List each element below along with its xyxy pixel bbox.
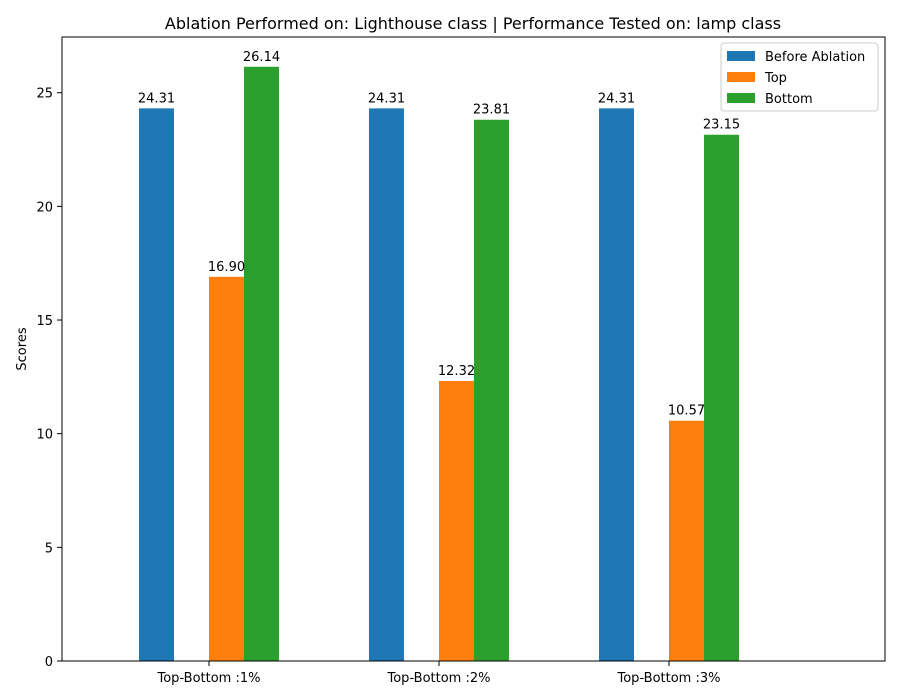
legend-swatch xyxy=(727,51,755,61)
legend-swatch xyxy=(727,93,755,103)
bar-top-3 xyxy=(669,420,704,661)
data-label: 16.90 xyxy=(208,260,245,275)
legend-label: Before Ablation xyxy=(765,50,865,65)
y-tick-label: 5 xyxy=(45,541,53,556)
data-label: 12.32 xyxy=(438,364,475,379)
y-tick-label: 25 xyxy=(36,87,53,102)
y-tick-label: 15 xyxy=(36,314,53,329)
data-labels-group: 24.31 24.31 24.31 16.90 12.32 10.57 26.14 23.81… xyxy=(138,50,740,419)
bar-top-1 xyxy=(209,276,244,661)
legend-label: Bottom xyxy=(765,92,813,107)
bar-bottom-1 xyxy=(244,66,279,661)
bar-before-ablation-2 xyxy=(369,108,404,662)
data-label: 23.15 xyxy=(703,118,740,133)
data-label: 24.31 xyxy=(598,91,635,106)
bar-before-ablation-3 xyxy=(599,108,634,662)
x-tick-label: Top-Bottom :3% xyxy=(617,671,721,686)
data-label: 24.31 xyxy=(138,91,175,106)
y-tick-label: 0 xyxy=(45,655,53,670)
y-tick-label: 10 xyxy=(36,428,53,443)
x-tick-label: Top-Bottom :2% xyxy=(387,671,491,686)
data-label: 26.14 xyxy=(243,50,280,65)
plot-area-frame xyxy=(61,36,886,662)
y-axis-ticks: 0 5 10 15 20 25 xyxy=(36,87,62,670)
bar-top-2 xyxy=(439,380,474,661)
x-axis-ticks: Top-Bottom :1% Top-Bottom :2% Top-Bottom :… xyxy=(157,661,721,686)
data-label: 10.57 xyxy=(668,404,705,419)
legend-box xyxy=(720,42,879,112)
legend-swatch xyxy=(727,72,755,82)
bar-before-ablation-1 xyxy=(139,108,174,662)
y-axis-label: Scores xyxy=(15,327,30,370)
legend: Before Ablation Top Bottom xyxy=(720,42,879,112)
legend-label: Top xyxy=(764,71,787,86)
x-tick-label: Top-Bottom :1% xyxy=(157,671,261,686)
bar-bottom-2 xyxy=(474,119,509,661)
data-label: 24.31 xyxy=(368,91,405,106)
y-tick-label: 20 xyxy=(36,200,53,215)
chart-title: Ablation Performed on: Lighthouse class … xyxy=(165,14,781,33)
bar-bottom-3 xyxy=(704,134,739,661)
data-label: 23.81 xyxy=(473,103,510,118)
bars-group xyxy=(139,66,739,662)
